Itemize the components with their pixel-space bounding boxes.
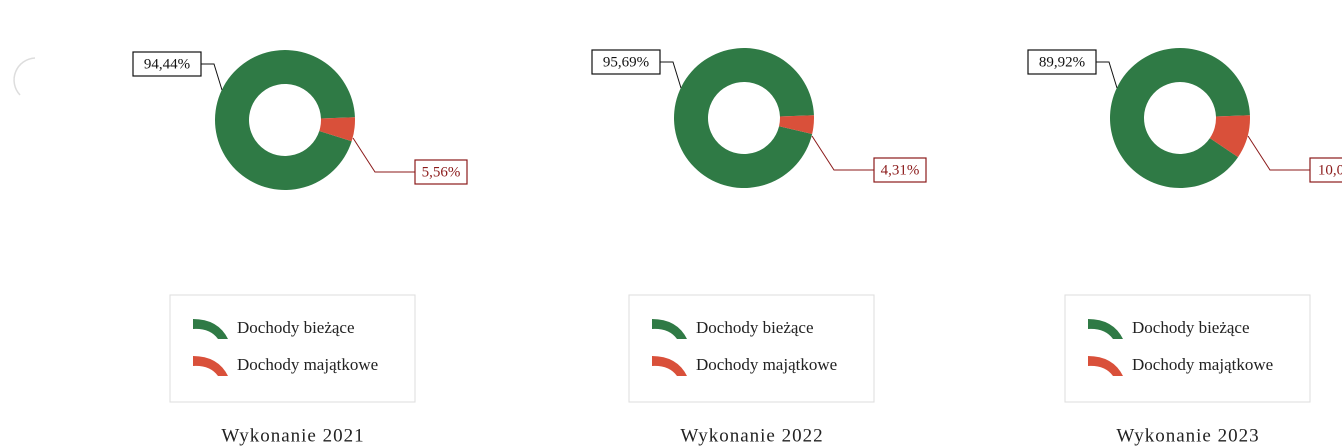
- chart-title: Wykonanie 2021: [221, 425, 364, 446]
- label-box: [414, 159, 468, 185]
- label-box: [132, 51, 202, 77]
- leader-line: [660, 61, 682, 89]
- leader-line: [201, 63, 223, 91]
- legend-label: Dochody bieżące: [696, 318, 814, 337]
- pie-slice: [214, 49, 355, 190]
- pie-slice: [1209, 115, 1250, 158]
- chart-title: Wykonanie 2023: [1116, 425, 1259, 446]
- data-label: 89,92%: [1039, 54, 1085, 70]
- legend-label: Dochody majątkowe: [1132, 355, 1273, 374]
- chart-title: Wykonanie 2022: [680, 425, 823, 446]
- label-box: [873, 157, 927, 183]
- legend-swatch: [1088, 356, 1123, 376]
- legend-box: [628, 294, 875, 403]
- pie-slice: [674, 47, 814, 188]
- leader-line: [352, 137, 415, 173]
- data-label: 5,56%: [422, 164, 461, 180]
- legend-swatch: [193, 319, 228, 339]
- data-label: 4,31%: [881, 162, 920, 178]
- decoration: [13, 57, 36, 96]
- legend-swatch: [193, 356, 228, 376]
- leader-line: [1247, 135, 1310, 171]
- legend-label: Dochody majątkowe: [237, 355, 378, 374]
- pie-slice: [779, 115, 814, 135]
- legend-box: [1064, 294, 1311, 403]
- legend-label: Dochody bieżące: [237, 318, 355, 337]
- data-label: 95,69%: [603, 54, 649, 70]
- pie-slice: [1110, 48, 1250, 189]
- legend-swatch: [1088, 319, 1123, 339]
- label-box: [1309, 157, 1342, 183]
- leader-line: [811, 135, 874, 171]
- data-label: 10,08%: [1318, 162, 1342, 178]
- pie-slice: [319, 117, 355, 142]
- leader-line: [1096, 61, 1118, 89]
- legend-swatch: [652, 356, 687, 376]
- legend-swatch: [652, 319, 687, 339]
- legend-label: Dochody majątkowe: [696, 355, 837, 374]
- legend-box: [169, 294, 416, 403]
- label-box: [591, 49, 661, 75]
- label-box: [1027, 49, 1097, 75]
- legend-label: Dochody bieżące: [1132, 318, 1250, 337]
- data-label: 94,44%: [144, 56, 190, 72]
